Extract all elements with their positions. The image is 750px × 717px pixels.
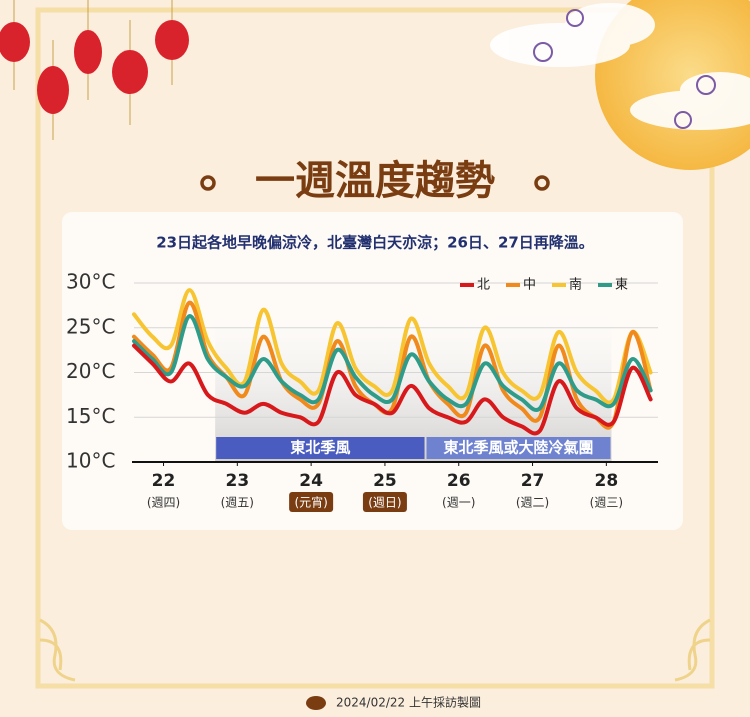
- band-label: 東北季風: [290, 439, 350, 457]
- y-tick-label: 15°C: [66, 404, 115, 428]
- x-tick-label: 27: [521, 471, 545, 491]
- x-tick-label: 22: [152, 471, 176, 491]
- x-sublabel: (週四): [147, 496, 180, 510]
- y-tick-label: 30°C: [66, 270, 115, 294]
- y-tick-label: 25°C: [66, 314, 115, 338]
- title: 一週溫度趨勢: [255, 158, 495, 204]
- y-tick-label: 20°C: [66, 359, 115, 383]
- x-tick-label: 24: [299, 471, 323, 491]
- y-tick-label: 10°C: [66, 449, 115, 473]
- series-line: [132, 343, 653, 436]
- title-ornaments: [200, 175, 550, 191]
- x-sublabel-box: [289, 492, 334, 512]
- x-sublabel-box: [362, 492, 407, 512]
- x-sublabel: (週三): [590, 496, 623, 510]
- x-sublabel: (週五): [221, 496, 254, 510]
- frame: [35, 7, 715, 689]
- x-sublabel: (週一): [442, 496, 475, 510]
- clouds: [490, 3, 750, 130]
- x-sublabel: (週二): [516, 496, 549, 510]
- series-line: [132, 314, 653, 412]
- legend-label: 北: [477, 278, 490, 293]
- x-tick-label: 25: [373, 471, 397, 491]
- corner-ornaments: [39, 618, 711, 682]
- x-tick-label: 28: [595, 471, 619, 491]
- legend-label: 中: [523, 278, 536, 293]
- x-tick-label: 23: [225, 471, 249, 491]
- band-label: 東北季風或大陸冷氣團: [444, 439, 594, 457]
- x-sublabel: (週日): [368, 496, 401, 510]
- plot: 10°C 15°C 20°C 25°C 30°C 東北季風 東北季風或大陸冷氣團 北 中 南 東 22…: [66, 270, 658, 512]
- logo: [306, 696, 326, 710]
- band: [426, 437, 611, 459]
- subtitle: 23日起各地早晚偏涼冷，北臺灣白天亦涼；26日、27日再降溫。: [156, 234, 594, 252]
- series-line: [132, 288, 653, 405]
- footer-text: 2024/02/22 上午採訪製圖: [336, 695, 481, 710]
- lanterns: [0, 0, 189, 140]
- legend-label: 南: [569, 277, 582, 293]
- band: [216, 437, 425, 459]
- swirls: [533, 9, 716, 129]
- x-tick-label: 26: [447, 471, 471, 491]
- x-sublabel: (元宵): [294, 495, 327, 510]
- legend-label: 東: [615, 277, 628, 293]
